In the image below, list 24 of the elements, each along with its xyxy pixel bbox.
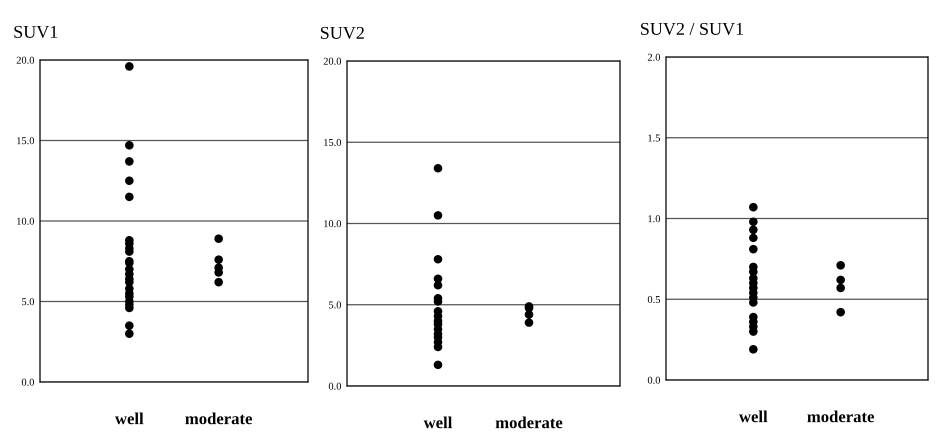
y-tick-label: 2.0 [648, 54, 660, 61]
x-tick-label: moderate [496, 416, 562, 428]
y-tick-label: 5.0 [329, 301, 342, 309]
y-tick-label: 5.0 [22, 298, 34, 306]
x-tick-label: well [424, 416, 452, 428]
y-tick-label: 15.0 [17, 137, 34, 144]
y-tick-label: 10.0 [324, 220, 342, 228]
y-tick-label: 0.0 [648, 376, 660, 384]
x-tick-label: well [739, 410, 768, 422]
y-tick-label: 15.0 [324, 138, 342, 146]
y-tick-label: 20.0 [324, 58, 342, 65]
y-tick-label: 0.0 [22, 378, 34, 386]
y-tick-label: 1.5 [648, 134, 660, 142]
y-tick-label: 20.0 [16, 56, 34, 64]
x-tick-label: moderate [807, 410, 874, 422]
chart-title: SUV1 [14, 26, 58, 38]
chart-title: SUV2 / SUV1 [641, 22, 744, 36]
x-tick-label: well [115, 412, 144, 424]
chart-title: SUV2 [320, 26, 364, 40]
y-tick-label: 1.0 [648, 215, 660, 222]
x-tick-label: moderate [185, 412, 252, 424]
y-tick-label: 0.5 [648, 296, 660, 304]
y-tick-label: 0.0 [328, 382, 342, 390]
y-tick-label: 10.0 [17, 218, 34, 225]
